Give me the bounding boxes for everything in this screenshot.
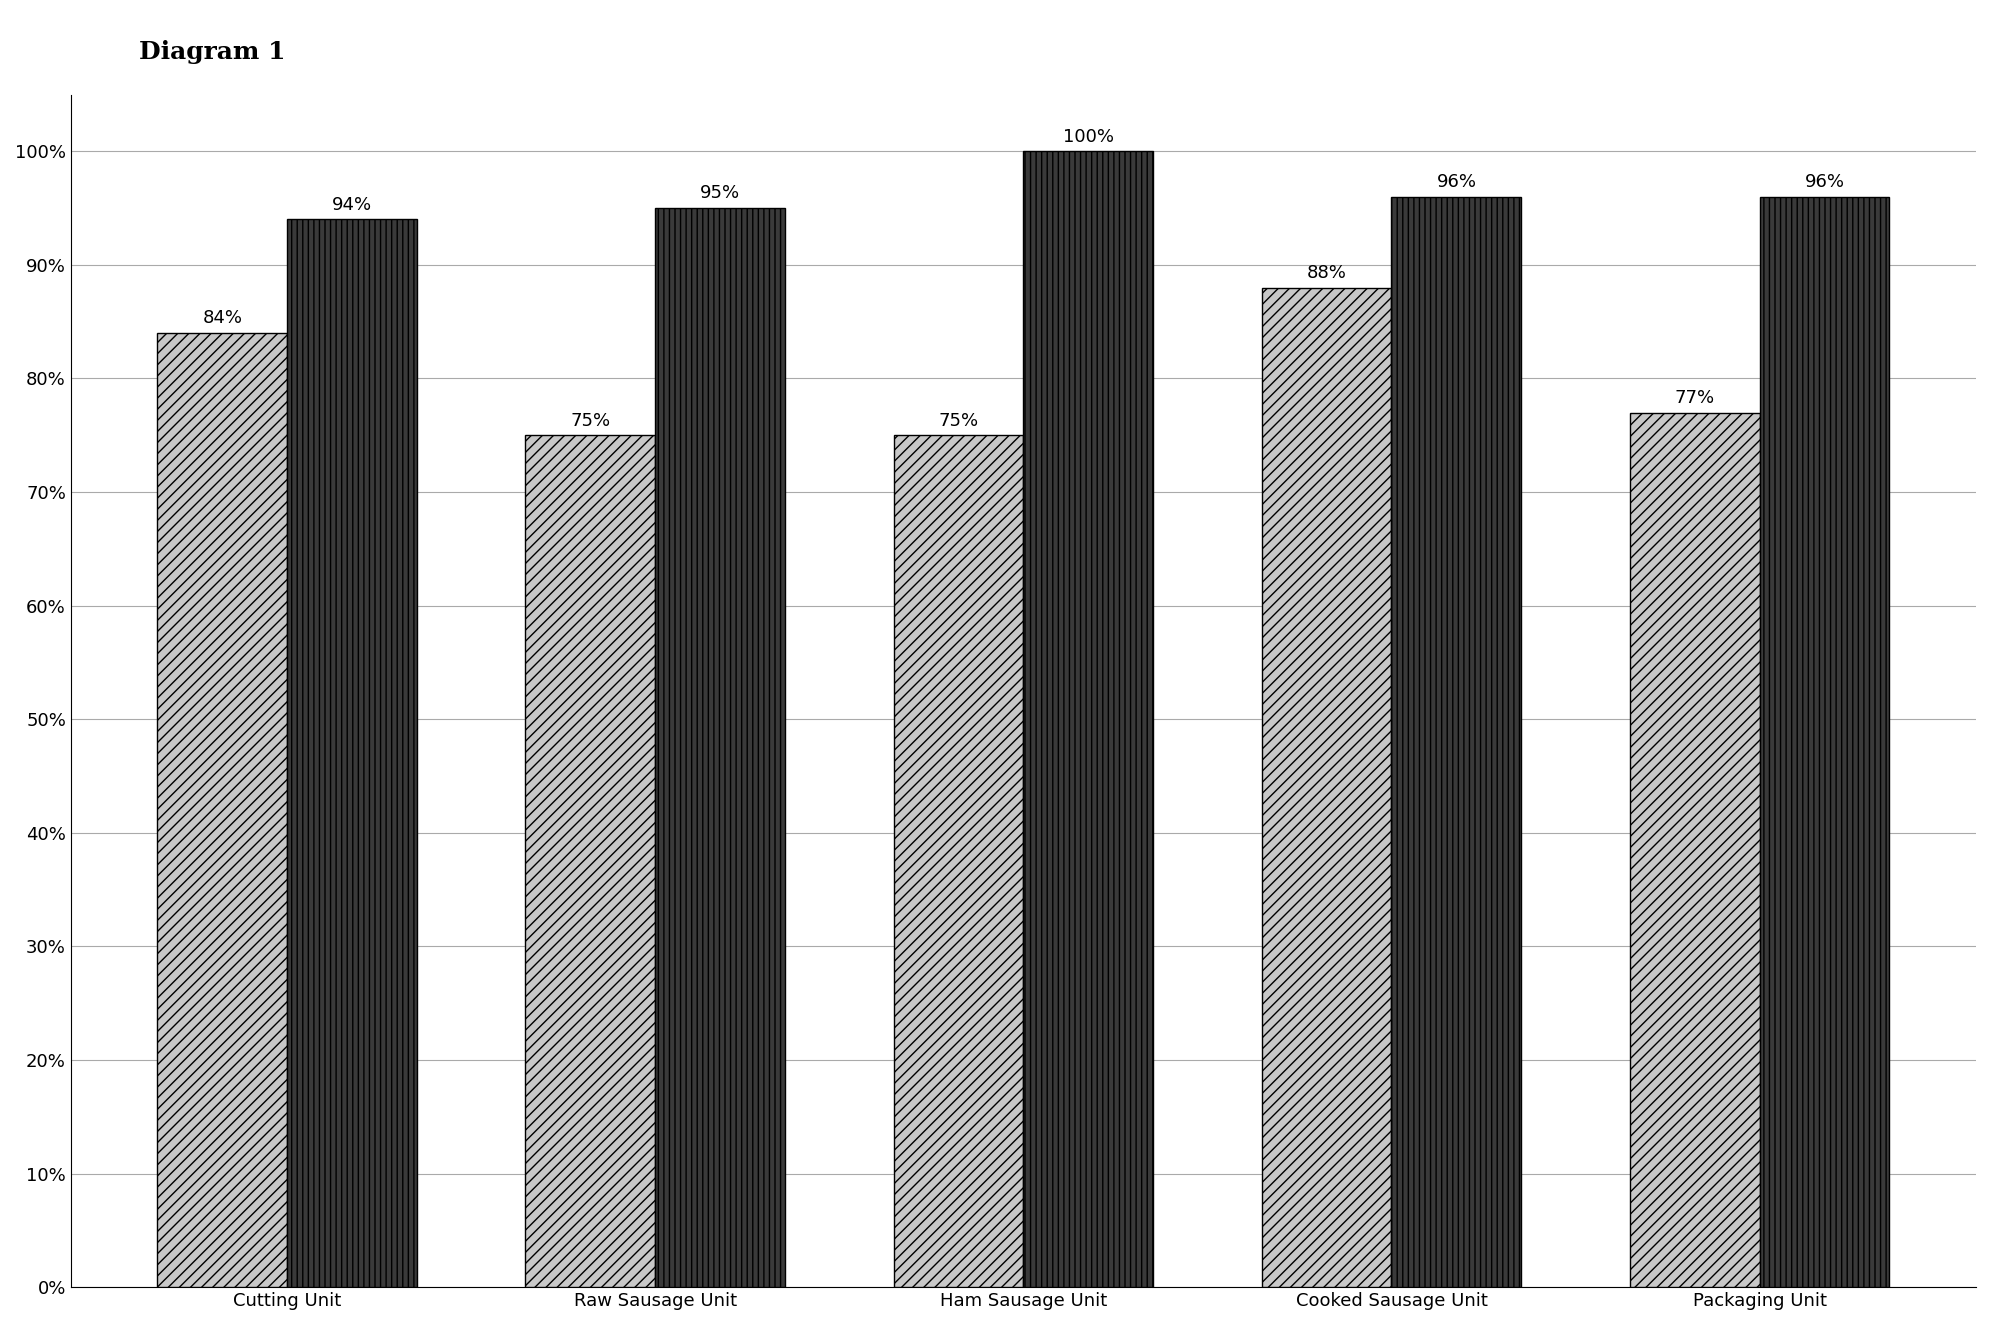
Bar: [287, 220, 418, 1287]
Text: 95%: 95%: [701, 184, 741, 203]
Text: 75%: 75%: [938, 412, 978, 429]
Bar: [526, 435, 655, 1287]
Bar: [1392, 196, 1521, 1287]
Bar: [1760, 196, 1889, 1287]
Text: 84%: 84%: [203, 309, 243, 327]
Text: 77%: 77%: [1674, 388, 1714, 407]
Text: 96%: 96%: [1436, 174, 1477, 191]
Text: 75%: 75%: [569, 412, 611, 429]
Bar: [1629, 412, 1760, 1287]
Text: 96%: 96%: [1804, 174, 1844, 191]
Text: 94%: 94%: [332, 196, 372, 213]
Bar: [157, 333, 287, 1287]
Text: 88%: 88%: [1306, 264, 1346, 282]
Bar: [894, 435, 1023, 1287]
Text: 100%: 100%: [1063, 127, 1113, 146]
Text: Diagram 1: Diagram 1: [139, 40, 287, 64]
Bar: [1262, 288, 1392, 1287]
Bar: [655, 208, 784, 1287]
Bar: [1023, 151, 1153, 1287]
